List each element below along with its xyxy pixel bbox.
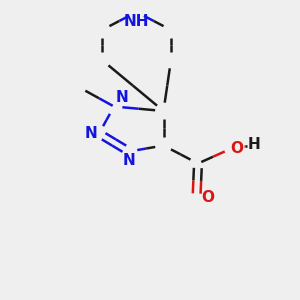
Text: O: O [230, 141, 243, 156]
Text: NH: NH [124, 14, 149, 28]
Text: N: N [116, 90, 128, 105]
Text: O: O [201, 190, 214, 206]
Text: N: N [123, 153, 135, 168]
Text: H: H [248, 137, 260, 152]
Text: N: N [85, 126, 98, 141]
